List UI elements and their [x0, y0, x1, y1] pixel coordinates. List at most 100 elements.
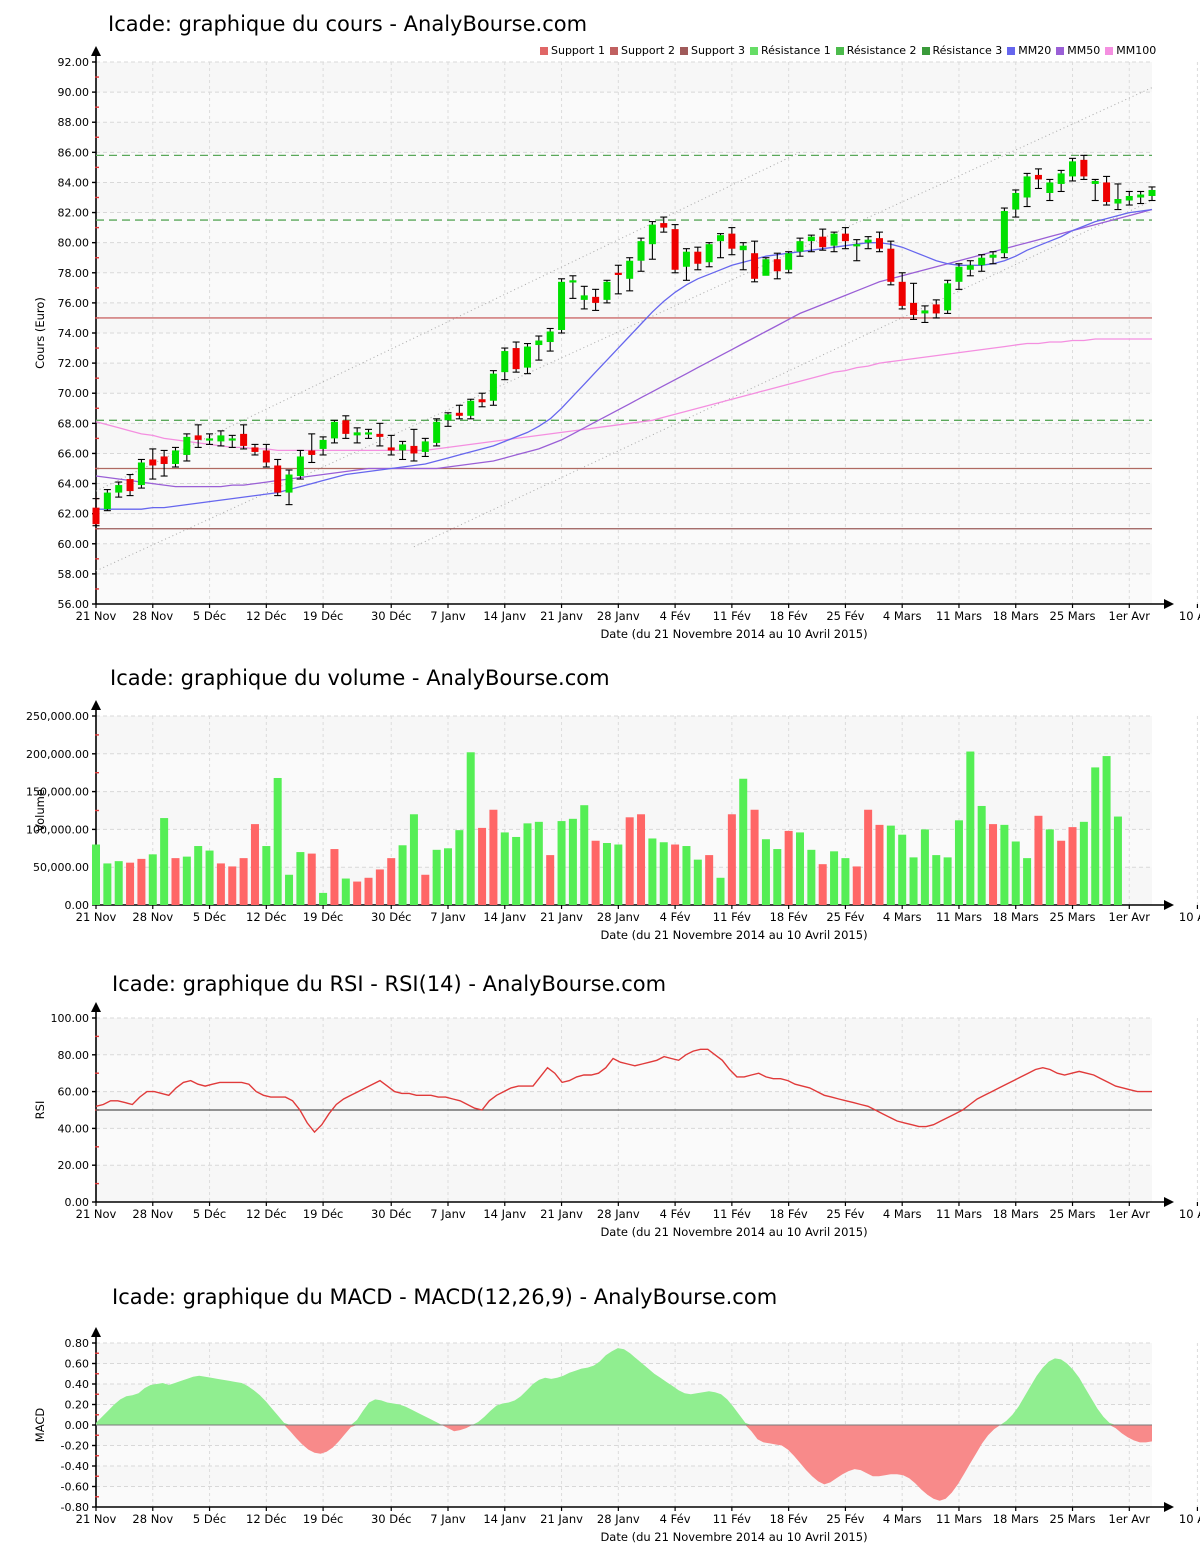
candle-body	[614, 272, 622, 275]
candlestick	[171, 446, 179, 468]
volume-bar	[239, 858, 248, 905]
y-tick-label: -0.20	[61, 1440, 89, 1453]
candlestick	[296, 449, 304, 480]
plot-band	[96, 152, 1152, 183]
candle-body	[637, 241, 645, 261]
candlestick	[819, 228, 827, 251]
candlestick	[399, 440, 407, 461]
candle-body	[342, 420, 350, 434]
candle-body	[115, 485, 123, 493]
candle-body	[387, 447, 395, 451]
price-chart-panel: Icade: graphique du cours - AnalyBourse.…	[0, 0, 1200, 650]
legend-label-resistance-3: Résistance 3	[932, 44, 1003, 57]
x-tick-label: 21 Nov	[76, 609, 117, 623]
legend-item-mm50: MM50	[1056, 44, 1100, 57]
candlestick	[592, 288, 600, 311]
volume-bar	[954, 820, 963, 905]
volume-bar	[920, 829, 929, 905]
volume-bar	[330, 849, 339, 905]
candlestick	[1137, 190, 1145, 205]
candle-body	[1000, 211, 1008, 254]
plot-band	[96, 1466, 1152, 1487]
candle-body	[682, 251, 690, 267]
plot-band	[96, 1445, 1152, 1466]
x-tick-label: 21 Janv	[540, 910, 583, 924]
candlestick	[365, 428, 373, 439]
x-tick-label: 5 Déc	[193, 1512, 226, 1526]
candle-body	[648, 224, 656, 245]
volume-bar	[864, 809, 873, 905]
candlestick	[444, 412, 452, 427]
candlestick	[853, 239, 861, 262]
candlestick	[1034, 168, 1042, 190]
plot-band	[96, 791, 1152, 830]
plot-band	[96, 543, 1152, 574]
volume-bar	[319, 892, 328, 905]
candle-body	[433, 421, 441, 443]
y-tick-label: 0.40	[65, 1378, 90, 1391]
volume-bar	[126, 862, 135, 905]
y-tick-label: 72.00	[58, 357, 90, 370]
candlestick	[728, 227, 736, 256]
y-tick-label: 78.00	[58, 267, 90, 280]
candlestick	[501, 347, 509, 381]
volume-bar	[1045, 829, 1054, 905]
volume-bar	[1079, 821, 1088, 905]
candle-body	[410, 445, 418, 454]
volume-bar	[625, 817, 634, 905]
x-tick-label: 1er Avr	[1109, 609, 1151, 623]
volume-bar	[637, 814, 646, 905]
candlestick	[921, 305, 929, 324]
candle-body	[206, 438, 214, 441]
candlestick	[1000, 207, 1008, 259]
rsi-line	[95, 1048, 1152, 1134]
legend-item-mm20: MM20	[1007, 44, 1051, 57]
volume-bar	[250, 824, 259, 905]
candlestick	[944, 279, 952, 314]
x-tick-label: 11 Fév	[713, 1512, 751, 1526]
candle-body	[1114, 199, 1122, 204]
candlestick	[1012, 189, 1020, 218]
x-tick-label: 4 Mars	[883, 609, 922, 623]
candle-body	[1080, 159, 1088, 177]
candlestick	[1114, 183, 1122, 211]
x-tick-label: 25 Mars	[1050, 609, 1096, 623]
candlestick	[512, 341, 520, 373]
legend-label-support-3: Support 3	[690, 44, 745, 57]
volume-bar	[546, 855, 555, 905]
x-tick-label: 28 Janv	[597, 1512, 640, 1526]
candlestick	[546, 327, 554, 352]
candlestick	[841, 227, 849, 250]
volume-chart-plot: 0.00 50,000.00 100,000.00 150,000.00 200,000…	[26, 700, 1200, 942]
x-axis-title: Date (du 21 Novembre 2014 au 10 Avril 20…	[600, 1530, 867, 1544]
legend-label-resistance-1: Résistance 1	[760, 44, 831, 57]
y-axis-arrow	[91, 46, 101, 56]
x-tick-label: 14 Janv	[483, 1512, 526, 1526]
candlestick	[785, 251, 793, 274]
candlestick	[160, 449, 168, 477]
volume-bar	[773, 849, 782, 905]
volume-bar	[421, 874, 430, 905]
candlestick	[262, 443, 270, 468]
plot-band	[96, 182, 1152, 213]
volume-bar	[659, 842, 668, 905]
volume-bar	[1102, 756, 1111, 905]
channel-lower-line	[95, 87, 1153, 572]
candlestick	[421, 437, 429, 458]
plot-band	[96, 212, 1152, 243]
volume-bar	[398, 845, 407, 905]
y-tick-label: -0.40	[61, 1460, 89, 1473]
volume-bar	[500, 832, 509, 905]
y-tick-label: 62.00	[58, 508, 90, 521]
x-axis-title: Date (du 21 Novembre 2014 au 10 Avril 20…	[600, 928, 867, 942]
candlestick	[978, 254, 986, 272]
candlestick	[1148, 186, 1156, 202]
y-tick-label: 100,000.00	[26, 823, 89, 836]
candle-body	[705, 244, 713, 263]
plot-band	[96, 829, 1152, 868]
volume-bar	[761, 839, 770, 905]
candlestick	[705, 242, 713, 268]
candle-body	[966, 265, 974, 270]
candle-body	[955, 266, 963, 282]
volume-bar	[1091, 767, 1100, 905]
